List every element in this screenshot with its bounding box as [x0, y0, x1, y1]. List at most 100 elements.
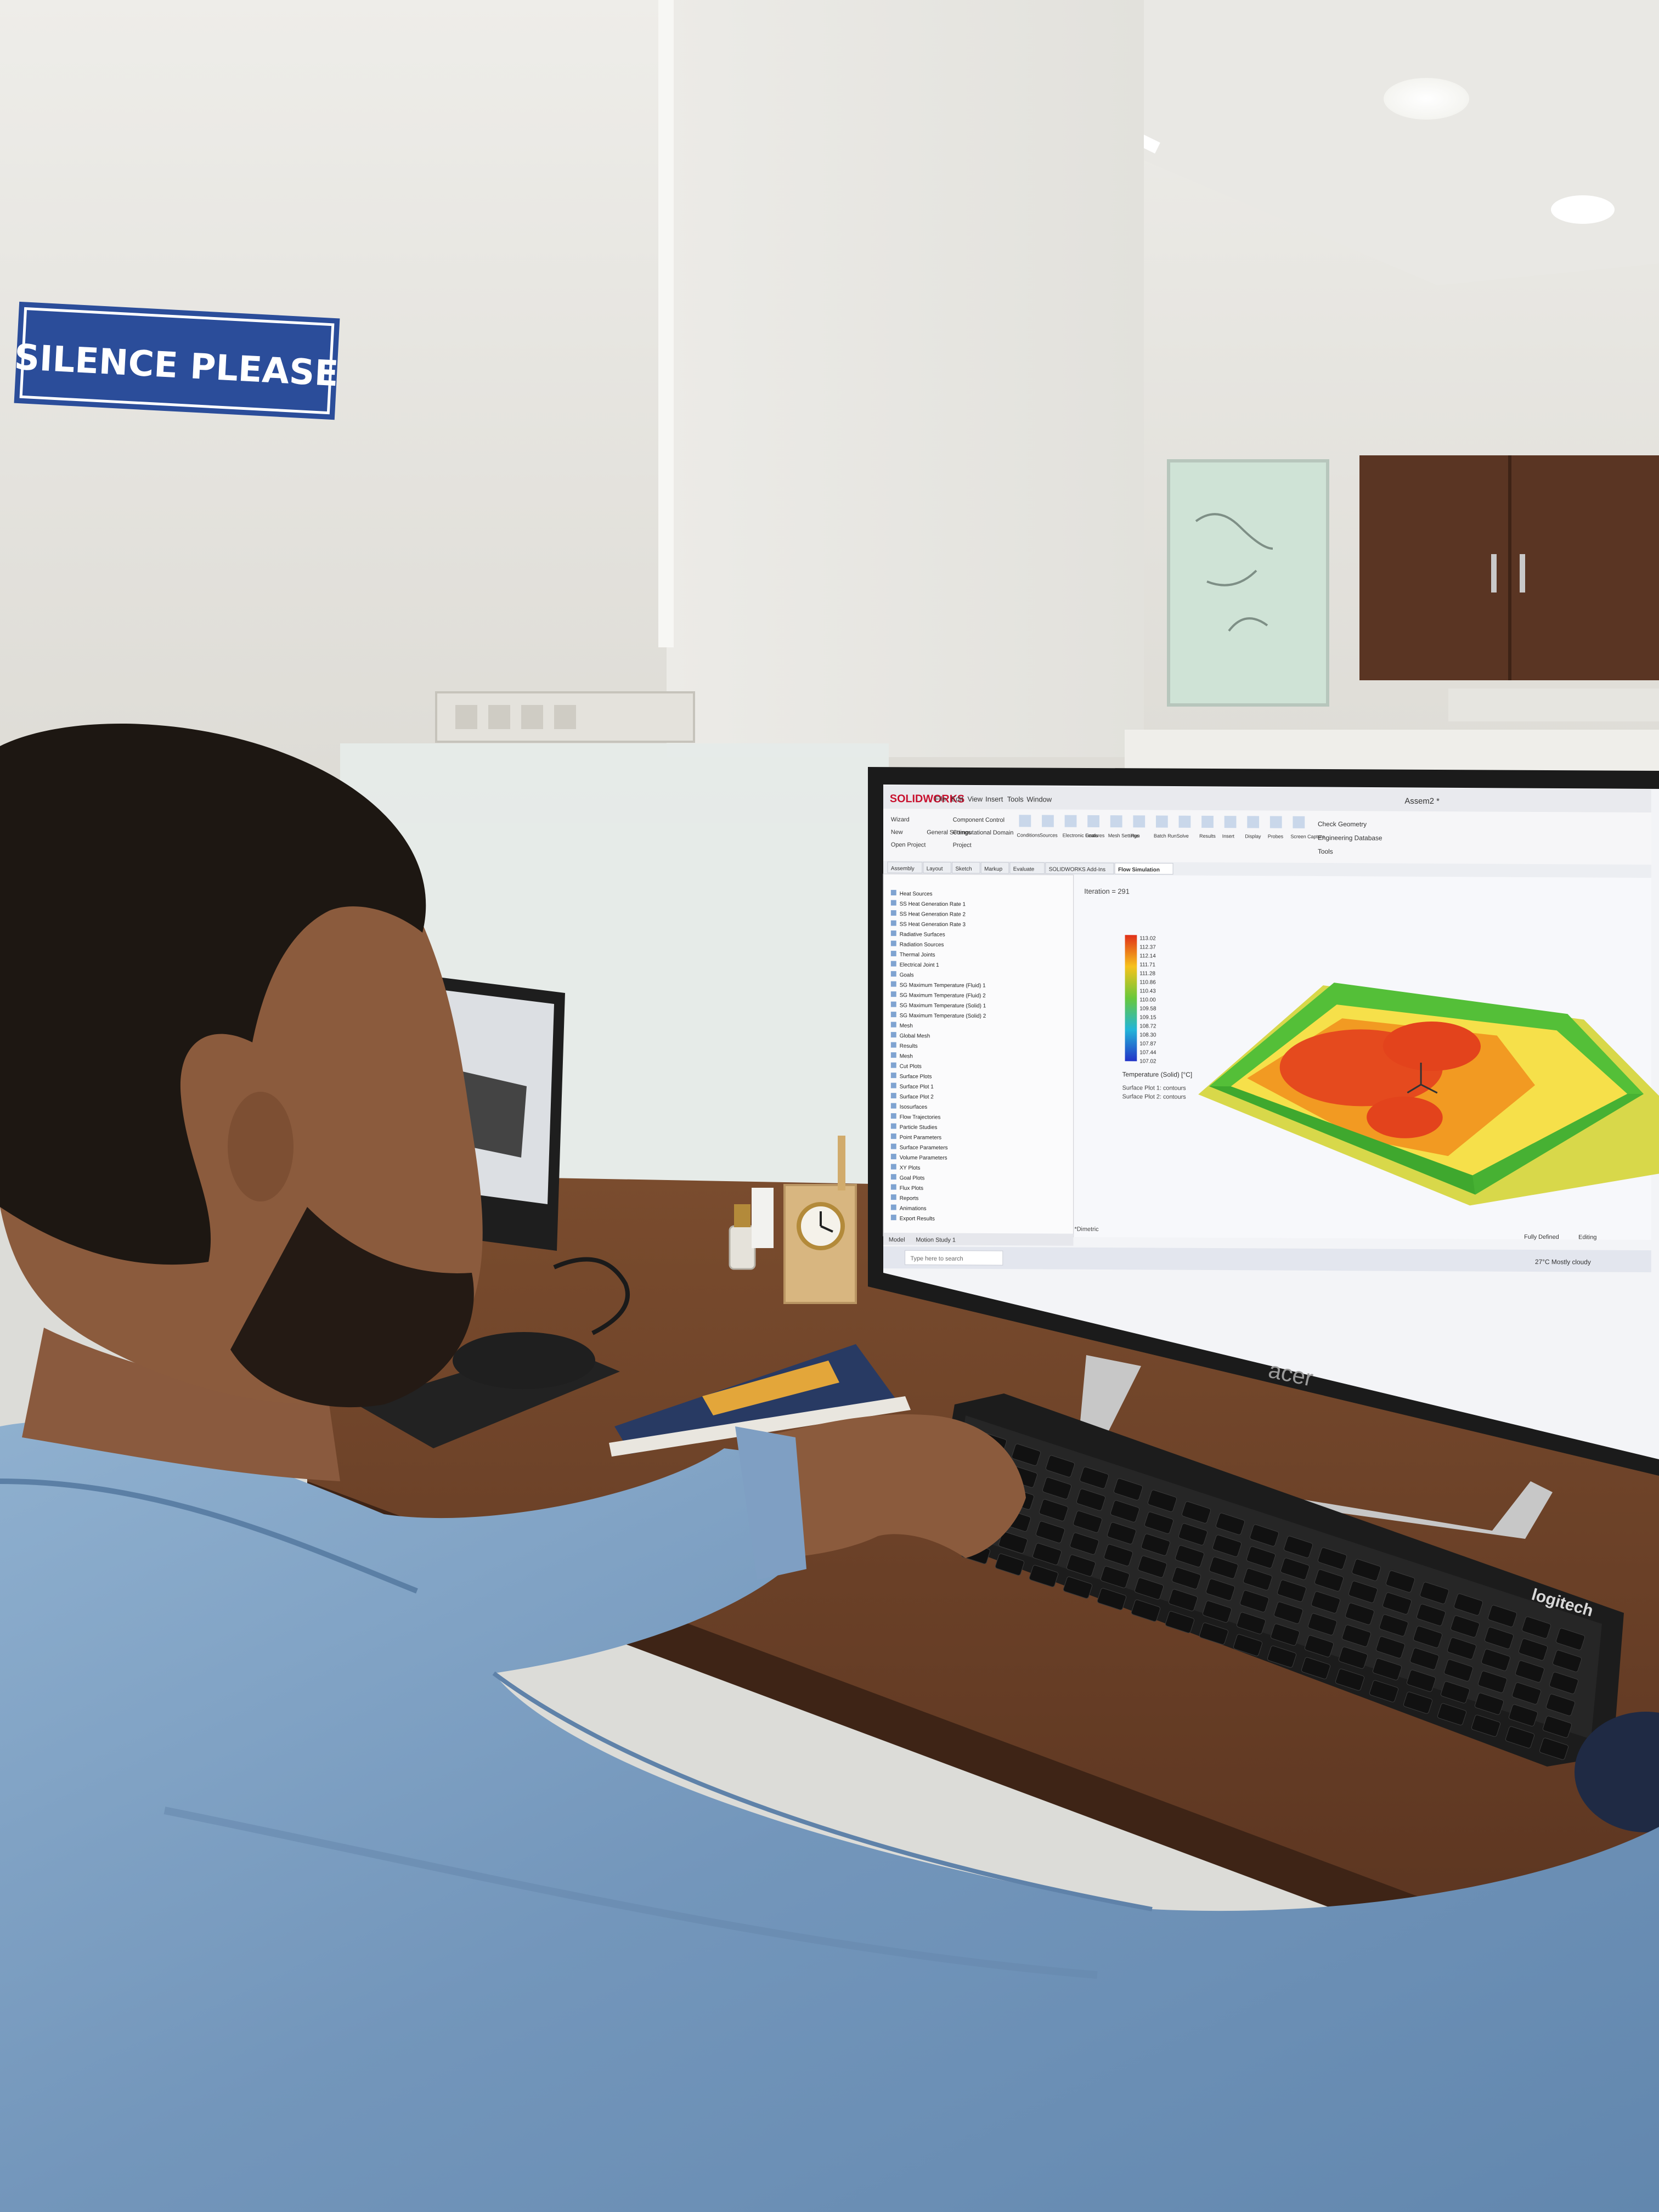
keyboard-key	[1437, 1703, 1467, 1725]
tree-node-icon	[890, 1215, 896, 1221]
ribbon-tool-label[interactable]: Sources	[1040, 832, 1058, 838]
tree-item[interactable]: Cut Plots	[900, 1064, 922, 1070]
ribbon-icon[interactable]	[1042, 815, 1054, 827]
tree-item[interactable]: Isosurfaces	[900, 1104, 928, 1110]
keyboard-key	[1440, 1681, 1470, 1703]
legend-value: 112.14	[1139, 953, 1156, 959]
tree-item[interactable]: Electrical Joint 1	[900, 962, 939, 968]
ribbon-tool-label[interactable]: Run	[1131, 833, 1139, 838]
tree-item[interactable]: Mesh	[900, 1053, 913, 1059]
tree-item[interactable]: Goals	[900, 972, 914, 978]
ribbon-icon[interactable]	[1064, 815, 1077, 827]
menu-edit[interactable]: Edit	[951, 795, 964, 803]
tree-item[interactable]: Heat Sources	[900, 891, 933, 897]
tree-item[interactable]: SS Heat Generation Rate 1	[900, 901, 966, 908]
ribbon-icon[interactable]	[1178, 815, 1191, 828]
tree-item[interactable]: Results	[900, 1043, 918, 1049]
ribbon-icon[interactable]	[1019, 815, 1031, 827]
tree-item[interactable]: Goal Plots	[900, 1175, 925, 1181]
tree-item[interactable]: SG Maximum Temperature (Fluid) 2	[900, 992, 986, 999]
ribbon-tool-label[interactable]: Display	[1245, 833, 1261, 839]
ribbon-icon[interactable]	[1293, 816, 1305, 828]
menu-file[interactable]: File	[935, 794, 946, 803]
tree-node-icon	[890, 981, 896, 987]
tree-item[interactable]: SS Heat Generation Rate 3	[900, 922, 966, 928]
ceiling-light	[1551, 195, 1615, 224]
ribbon-icon[interactable]	[1087, 815, 1100, 827]
tree-node-icon	[890, 1194, 896, 1200]
tab-label: Sketch	[955, 866, 972, 872]
ribbon-tool-label[interactable]: Batch Run	[1154, 833, 1177, 838]
ribbon-engineering-database[interactable]: Engineering Database	[1318, 834, 1383, 842]
tab[interactable]	[1045, 862, 1114, 874]
ribbon-tool-label[interactable]: Conditions	[1017, 832, 1041, 838]
tree-item[interactable]: Global Mesh	[900, 1033, 930, 1039]
tree-item[interactable]: SG Maximum Temperature (Solid) 1	[900, 1003, 986, 1009]
ribbon-component-control[interactable]: Component Control	[953, 817, 1005, 824]
keyboard-key	[1202, 1600, 1232, 1623]
tree-item[interactable]: SG Maximum Temperature (Solid) 2	[900, 1013, 986, 1019]
menu-window[interactable]: Window	[1026, 795, 1052, 803]
ribbon-tool-label[interactable]: Mesh Settings	[1108, 833, 1139, 838]
ribbon-new[interactable]: New	[891, 829, 903, 836]
tree-item[interactable]: Surface Plot 2	[900, 1094, 934, 1100]
ribbon-tool-label[interactable]: Insert	[1222, 833, 1235, 839]
keyboard-key	[1335, 1668, 1365, 1691]
tree-item[interactable]: Surface Plot 1	[900, 1084, 934, 1090]
ribbon-icon[interactable]	[1269, 816, 1282, 828]
ribbon-tool-label[interactable]: Electronic Features	[1063, 833, 1105, 838]
ribbon-wizard[interactable]: Wizard	[891, 816, 910, 823]
tree-item[interactable]: XY Plots	[900, 1165, 921, 1171]
menu-view[interactable]: View	[967, 795, 983, 803]
person	[0, 724, 1659, 2212]
ribbon-general-settings[interactable]: General Settings	[927, 829, 972, 836]
tree-node-icon	[890, 1103, 896, 1109]
ribbon-open-project[interactable]: Open Project	[891, 842, 926, 848]
ribbon-icon[interactable]	[1110, 815, 1122, 828]
tab[interactable]	[1114, 862, 1173, 875]
tab[interactable]	[1009, 862, 1045, 874]
tree-item[interactable]: Flux Plots	[900, 1186, 923, 1192]
tab[interactable]	[887, 861, 923, 873]
tree-node-icon	[890, 1113, 896, 1119]
tree-item[interactable]: Radiation Sources	[900, 942, 944, 948]
ribbon-icon[interactable]	[1224, 816, 1237, 828]
ribbon-tool-label[interactable]: Probes	[1268, 834, 1284, 839]
ribbon-icon[interactable]	[1155, 815, 1168, 828]
ribbon-icon[interactable]	[1133, 815, 1146, 828]
menu-tools[interactable]: Tools	[1007, 795, 1024, 803]
tab[interactable]	[952, 862, 980, 874]
legend-value: 112.37	[1139, 944, 1156, 950]
tab-motion-study[interactable]: Motion Study 1	[916, 1237, 956, 1243]
ribbon-tool-label[interactable]: Results	[1199, 833, 1216, 839]
tree-item[interactable]: Export Results	[900, 1216, 935, 1222]
ribbon-tool-label[interactable]: Solve	[1177, 833, 1189, 839]
tree-item[interactable]: Flow Trajectories	[900, 1114, 941, 1120]
ribbon-tool-label[interactable]: Goals	[1085, 833, 1098, 838]
keyboard-key	[1545, 1694, 1576, 1716]
ribbon-icon[interactable]	[1247, 816, 1260, 828]
tab[interactable]	[980, 862, 1009, 874]
tree-item[interactable]: Radiative Surfaces	[900, 932, 945, 938]
tree-item[interactable]: Thermal Joints	[900, 952, 935, 958]
tree-item[interactable]: Animations	[900, 1206, 927, 1212]
tab-model[interactable]: Model	[889, 1237, 905, 1243]
tree-item[interactable]: Volume Parameters	[900, 1155, 947, 1161]
menu-insert[interactable]: Insert	[985, 795, 1003, 803]
taskbar-search[interactable]	[905, 1250, 1003, 1266]
tree-item[interactable]: Particle Studies	[900, 1125, 938, 1131]
ribbon-icon[interactable]	[1201, 815, 1214, 828]
tree-item[interactable]: Surface Parameters	[900, 1145, 948, 1151]
tree-item[interactable]: Reports	[900, 1195, 919, 1201]
ribbon-tool-label[interactable]: Screen Capture	[1291, 834, 1325, 839]
tree-item[interactable]: Surface Plots	[900, 1074, 932, 1080]
ribbon-tools-menu[interactable]: Tools	[1318, 848, 1333, 855]
tree-item[interactable]: Point Parameters	[900, 1135, 941, 1141]
ribbon-computational-domain[interactable]: Computational Domain	[953, 830, 1014, 837]
ribbon-project[interactable]: Project	[953, 842, 972, 849]
tree-item[interactable]: SS Heat Generation Rate 2	[900, 911, 966, 918]
tree-item[interactable]: SG Maximum Temperature (Fluid) 1	[900, 983, 986, 989]
tab[interactable]	[923, 861, 952, 874]
tree-item[interactable]: Mesh	[900, 1023, 913, 1029]
ribbon-check-geometry[interactable]: Check Geometry	[1318, 820, 1367, 828]
